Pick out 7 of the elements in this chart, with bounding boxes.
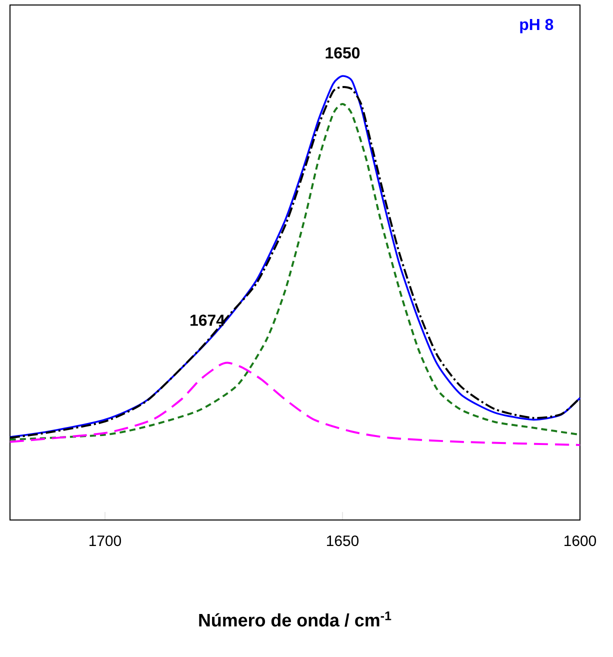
x-axis-title: Número de onda / cm$^{-1}$ [199, 612, 392, 627]
text: pH 8 [520, 18, 554, 34]
annotation: 1674 [190, 314, 225, 326]
annotation: 1650 [326, 47, 360, 59]
x-tick-label: 1700 [90, 536, 122, 546]
x-tick-label: 1650 [327, 536, 359, 546]
x-tick-label: 1600 [564, 536, 596, 546]
